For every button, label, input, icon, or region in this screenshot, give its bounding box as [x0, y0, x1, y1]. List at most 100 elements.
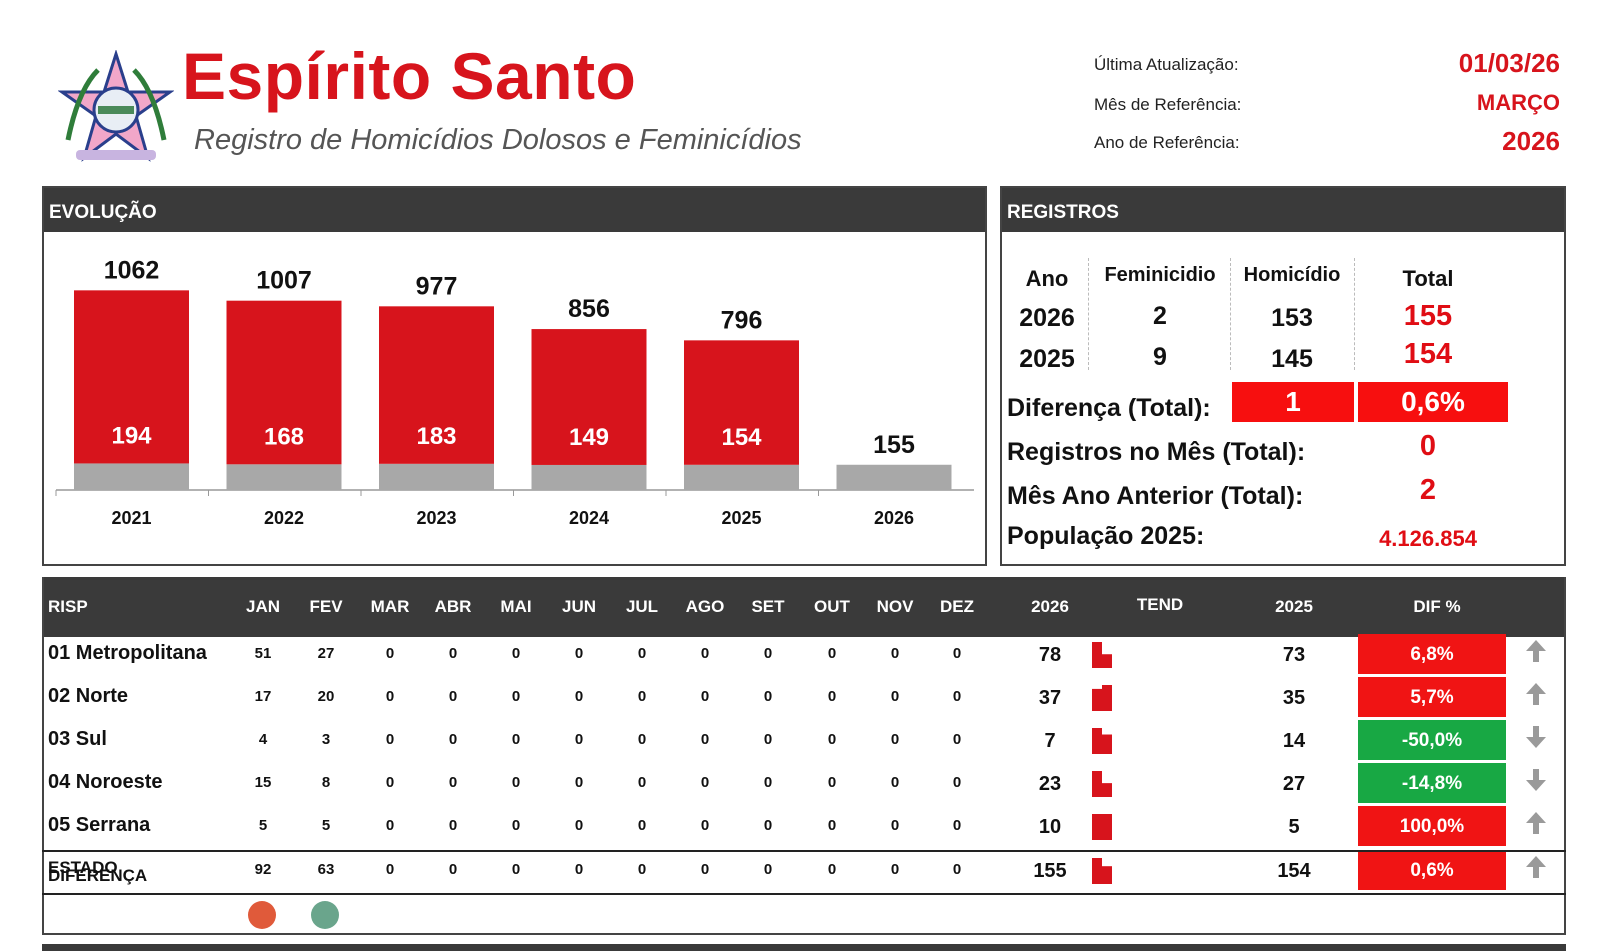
- month-cell-jun: 0: [574, 774, 584, 791]
- spark-bar-jan: [1092, 642, 1102, 668]
- diferenca-row-label: DIFERENÇA: [48, 866, 148, 885]
- month-cell-out: 0: [827, 645, 837, 662]
- row-name: ESTADO: [48, 858, 118, 877]
- bar-inner-label-2023: 183: [416, 423, 456, 450]
- month-cell-abr: 0: [448, 861, 458, 878]
- total-2026-cell: 23: [1038, 773, 1062, 795]
- month-cell-mai: 0: [511, 688, 521, 705]
- month-cell-out: 0: [827, 688, 837, 705]
- header-month-jul: JUL: [625, 597, 659, 616]
- diferenca-pct-value: 0,6%: [1358, 382, 1508, 422]
- x-tick-label-2026: 2026: [874, 508, 914, 528]
- month-cell-jul: 0: [637, 688, 647, 705]
- bar-inner-label-2025: 154: [721, 424, 762, 451]
- row-name: 05 Serrana: [48, 814, 151, 836]
- bar-base-2025: [684, 464, 799, 490]
- bar-total-label-2023: 977: [416, 272, 458, 300]
- col-header-homicidio: Homicídio: [1243, 264, 1341, 286]
- month-cell-out: 0: [827, 731, 837, 748]
- evolucao-panel: EVOLUÇÃO 194 1062 2021 168 1007 2022 183 977 202…: [42, 186, 987, 566]
- month-cell-ago: 0: [700, 774, 710, 791]
- arrow-up-icon: [1524, 854, 1548, 880]
- month-cell-nov: 0: [890, 817, 900, 834]
- month-cell-dez: 0: [952, 774, 962, 791]
- total-2026-cell: 7: [1044, 730, 1056, 752]
- total-2026-cell: 155: [1033, 860, 1067, 882]
- month-cell-nov: 0: [890, 688, 900, 705]
- trend-sparkline: [1092, 728, 1112, 754]
- bar-base-2026: [836, 464, 952, 490]
- page-subtitle: Registro de Homicídios Dolosos e Feminic…: [194, 124, 802, 156]
- month-cell-mai: 0: [511, 861, 521, 878]
- registros-heading: REGISTROS: [1002, 188, 1564, 232]
- x-tick-label-2023: 2023: [416, 508, 456, 528]
- month-cell-nov: 0: [890, 731, 900, 748]
- month-cell-jun: 0: [574, 645, 584, 662]
- bar-inner-label-2024: 149: [569, 424, 609, 451]
- bar-main-2023: [379, 306, 494, 464]
- registros-mes-label: Registros no Mês (Total):: [1007, 438, 1306, 466]
- month-cell-jan: 4: [258, 731, 268, 748]
- total-2025-cell: 5: [1288, 816, 1300, 838]
- month-cell-fev: 27: [317, 645, 335, 662]
- month-cell-jul: 0: [637, 774, 647, 791]
- row-name: 02 Norte: [48, 685, 129, 707]
- month-cell-mai: 0: [511, 731, 521, 748]
- bar-main-2025: [684, 340, 799, 465]
- month-cell-mai: 0: [511, 817, 521, 834]
- evolucao-heading: EVOLUÇÃO: [44, 188, 985, 232]
- trend-sparkline: [1092, 858, 1112, 884]
- reference-year-value: 2026: [1502, 126, 1560, 156]
- header-month-out: OUT: [814, 597, 850, 616]
- month-cell-jul: 0: [637, 731, 647, 748]
- trend-sparkline: [1092, 685, 1112, 711]
- bar-main-2021: [74, 290, 189, 464]
- dif-percent-badge: 6,8%: [1358, 634, 1506, 674]
- month-cell-abr: 0: [448, 645, 458, 662]
- bar-inner-label-2021: 194: [111, 422, 152, 449]
- month-cell-fev: 5: [321, 817, 331, 834]
- arrow-up-icon: [1524, 681, 1548, 707]
- mes-ano-anterior-label: Mês Ano Anterior (Total):: [1007, 482, 1304, 510]
- header-month-mai: MAI: [500, 597, 532, 616]
- total-2025-cell: 154: [1277, 860, 1311, 882]
- trend-sparkline: [1092, 642, 1112, 668]
- spark-bar-jan: [1092, 728, 1102, 754]
- x-tick-label-2022: 2022: [264, 508, 304, 528]
- bar-total-label-2021: 1062: [104, 256, 160, 284]
- month-cell-fev: 3: [321, 731, 331, 748]
- spark-bar-fev: [1102, 685, 1112, 711]
- bar-total-label-2022: 1007: [256, 267, 312, 295]
- month-cell-abr: 0: [448, 688, 458, 705]
- risp-table: [42, 577, 1566, 935]
- evolucao-bar-chart: 194 1062 2021 168 1007 2022 183 977 2023 149 856 20…: [55, 256, 974, 528]
- month-cell-out: 0: [827, 817, 837, 834]
- spark-bar-jan: [1092, 688, 1102, 711]
- spark-bar-fev: [1102, 814, 1112, 840]
- row-name: 04 Noroeste: [48, 771, 163, 793]
- month-cell-jun: 0: [574, 817, 584, 834]
- bar-main-2024: [531, 329, 647, 465]
- month-cell-dez: 0: [952, 645, 962, 662]
- col-header-feminicidio: Feminicidio: [1104, 264, 1216, 286]
- row-2026-homicidio: 153: [1271, 304, 1313, 332]
- bar-base-2024: [531, 464, 647, 490]
- month-cell-ago: 0: [700, 861, 710, 878]
- row-2025-feminicidio: 9: [1153, 343, 1167, 371]
- month-cell-mar: 0: [385, 774, 395, 791]
- diferenca-label: Diferença (Total):: [1007, 394, 1211, 422]
- header-month-abr: ABR: [434, 597, 472, 616]
- month-cell-set: 0: [763, 731, 773, 748]
- total-2025-cell: 35: [1282, 687, 1306, 709]
- month-cell-mar: 0: [385, 688, 395, 705]
- month-cell-jun: 0: [574, 731, 584, 748]
- trend-sparkline: [1092, 814, 1112, 840]
- row-name: 01 Metropolitana: [48, 642, 207, 664]
- month-cell-abr: 0: [448, 817, 458, 834]
- diferenca-abs-value: 1: [1232, 382, 1354, 422]
- populacao-value: 4.126.854: [1379, 526, 1477, 551]
- month-cell-mar: 0: [385, 817, 395, 834]
- spark-bar-jan: [1092, 814, 1102, 840]
- diferenca-dot-fev: [311, 901, 339, 929]
- row-2025-total: 154: [1403, 338, 1453, 370]
